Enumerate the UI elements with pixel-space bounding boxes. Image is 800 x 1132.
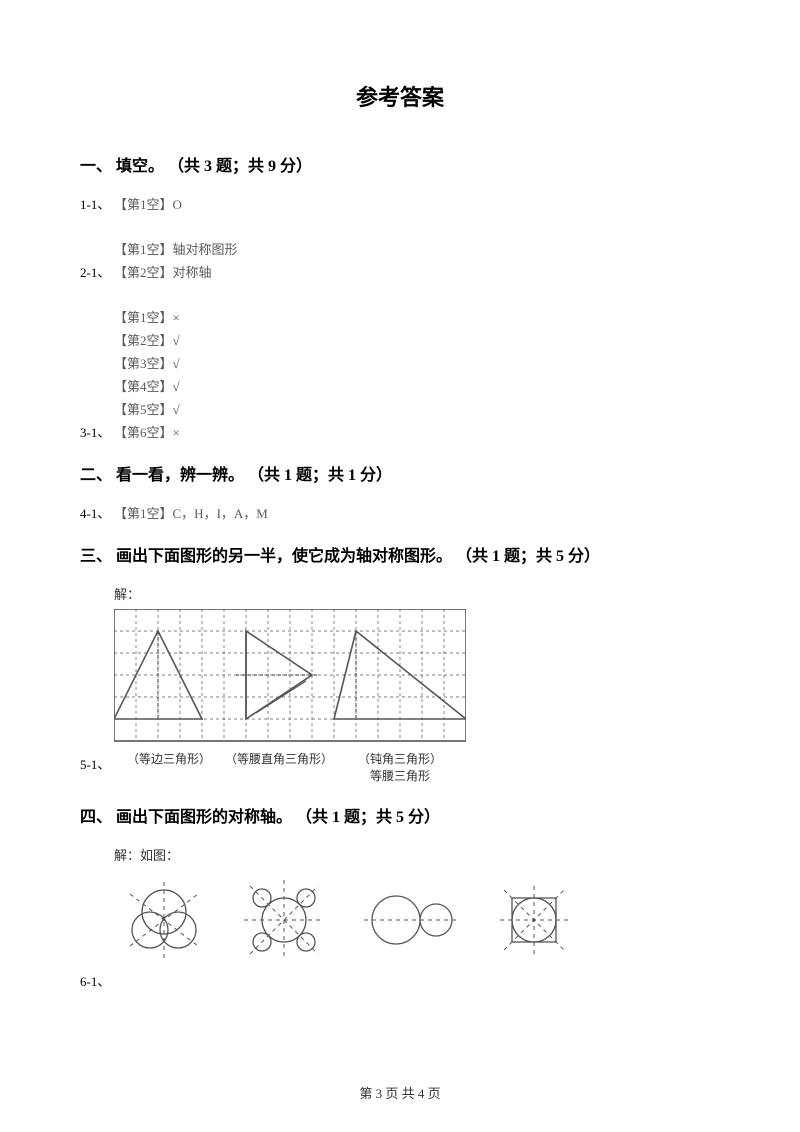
answer-val: 轴对称图形 [173,239,238,258]
section-3-header: 三、 画出下面图形的另一半，使它成为轴对称图形。 （共 1 题；共 5 分） [80,542,720,566]
section-1-header: 一、 填空。 （共 3 题；共 9 分） [80,152,720,176]
section-4-header: 四、 画出下面图形的对称轴。 （共 1 题；共 5 分） [80,803,720,827]
answer-tag: 【第3空】 [114,353,173,372]
answer-2-1-block: 【第1空】 轴对称图形 [114,239,720,258]
answer-val: √ [173,356,180,372]
answer-val: O [173,197,182,213]
answer-prefix: 3-1、 [80,422,114,441]
caption-2: （等腰直角三角形） [224,750,334,784]
circles-svg [114,870,614,970]
answer-val: √ [173,333,180,349]
caption-3a: （钝角三角形） [334,750,466,767]
answer-prefix: 4-1、 [80,503,114,522]
page-title: 参考答案 [80,80,720,112]
answer-prefix: 1-1、 [80,194,114,213]
answer-tag: 【第5空】 [114,399,173,418]
solution-label-5: 解： [114,584,720,603]
answer-prefix: 5-1、 [80,754,114,773]
answer-tag: 【第2空】 [114,262,173,281]
answer-3-1: 3-1、 【第6空】 × [80,422,720,441]
answer-tag: 【第1空】 [114,307,173,326]
answer-val: C，H，I，A，M [173,503,268,522]
answer-val: 对称轴 [173,262,212,281]
answer-val: × [173,310,180,326]
answer-2-1: 2-1、 【第2空】 对称轴 [80,262,720,281]
answer-prefix: 6-1、 [80,971,114,990]
answer-val: × [173,425,180,441]
figure-circles [114,870,720,975]
answer-tag: 【第1空】 [114,239,173,258]
answer-val: √ [173,402,180,418]
answer-3-1-block: 【第1空】× 【第2空】√ 【第3空】√ 【第4空】√ 【第5空】√ [114,307,720,418]
answer-tag: 【第2空】 [114,330,173,349]
caption-1: （等边三角形） [114,750,224,784]
answer-val: √ [173,379,180,395]
answer-prefix: 2-1、 [80,262,114,281]
answer-4-1: 4-1、 【第1空】 C，H，I，A，M [80,503,720,522]
solution-label-6: 解：如图： [114,845,720,864]
page-content: 参考答案 一、 填空。 （共 3 题；共 9 分） 1-1、 【第1空】 O 【… [0,0,800,990]
answer-1-1: 1-1、 【第1空】 O [80,194,720,213]
answer-tag: 【第4空】 [114,376,173,395]
page-footer: 第 3 页 共 4 页 [0,1083,800,1102]
section-2-header: 二、 看一看，辨一辨。 （共 1 题；共 1 分） [80,461,720,485]
answer-tag: 【第1空】 [114,503,173,522]
answer-tag: 【第6空】 [114,422,173,441]
triangles-svg [114,609,466,743]
caption-3b: 等腰三角形 [334,767,466,784]
answer-tag: 【第1空】 [114,194,173,213]
